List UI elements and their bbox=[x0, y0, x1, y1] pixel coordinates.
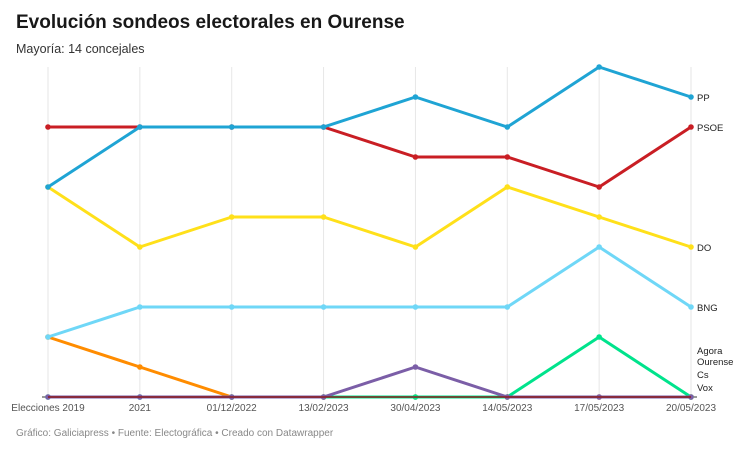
data-point bbox=[228, 304, 235, 310]
series-line-bng bbox=[47, 245, 692, 339]
data-point bbox=[320, 214, 327, 220]
series-label: PSOE bbox=[697, 123, 723, 134]
data-point bbox=[504, 184, 511, 190]
data-point bbox=[45, 334, 51, 340]
chart-subtitle: Mayoría: 14 concejales bbox=[16, 42, 145, 56]
data-point bbox=[320, 304, 327, 310]
x-tick-label: 14/05/2023 bbox=[482, 403, 532, 414]
data-point bbox=[412, 94, 419, 100]
series-label: Vox bbox=[697, 383, 713, 394]
data-point bbox=[45, 124, 51, 130]
data-point bbox=[137, 304, 143, 310]
series-line-do bbox=[47, 185, 692, 249]
series-label: Cs bbox=[697, 370, 709, 381]
data-point bbox=[596, 334, 602, 340]
data-point bbox=[228, 214, 235, 220]
data-point bbox=[412, 154, 419, 160]
x-tick-label: 13/02/2023 bbox=[299, 403, 349, 414]
chart-footer: Gráfico: Galiciapress • Fuente: Electogr… bbox=[16, 428, 334, 439]
data-point bbox=[688, 124, 694, 130]
data-point bbox=[137, 124, 143, 130]
series-line-cs bbox=[47, 335, 691, 399]
x-tick-label: 01/12/2022 bbox=[207, 403, 257, 414]
data-point bbox=[504, 304, 511, 310]
series-label: DO bbox=[697, 243, 711, 254]
data-point bbox=[45, 184, 51, 190]
x-tick-label: 30/04/2023 bbox=[390, 403, 440, 414]
data-point bbox=[596, 64, 602, 70]
series-line-psoe bbox=[48, 125, 692, 189]
data-point bbox=[688, 304, 694, 310]
series-label: PP bbox=[697, 93, 710, 104]
data-point bbox=[596, 184, 602, 190]
data-point bbox=[596, 244, 602, 250]
data-point bbox=[504, 154, 511, 160]
data-point bbox=[688, 94, 694, 100]
x-tick-label: 17/05/2023 bbox=[574, 403, 624, 414]
data-point bbox=[688, 244, 694, 250]
series-label: Agora Ourense bbox=[697, 346, 733, 368]
data-point bbox=[412, 364, 419, 370]
data-point bbox=[320, 124, 327, 130]
x-tick-label: Elecciones 2019 bbox=[11, 403, 85, 414]
x-tick-label: 20/05/2023 bbox=[666, 403, 716, 414]
chart-title: Evolución sondeos electorales en Ourense bbox=[16, 12, 405, 33]
series-label: BNG bbox=[697, 303, 718, 314]
series-line-pp bbox=[47, 65, 692, 189]
data-point bbox=[504, 124, 511, 130]
x-tick-label: 2021 bbox=[129, 403, 152, 414]
data-point bbox=[596, 214, 602, 220]
data-point bbox=[228, 124, 235, 130]
data-point bbox=[412, 304, 419, 310]
series-line-agora-ourense bbox=[48, 365, 691, 399]
data-point bbox=[137, 244, 143, 250]
data-point bbox=[412, 244, 419, 250]
data-point bbox=[137, 364, 143, 370]
